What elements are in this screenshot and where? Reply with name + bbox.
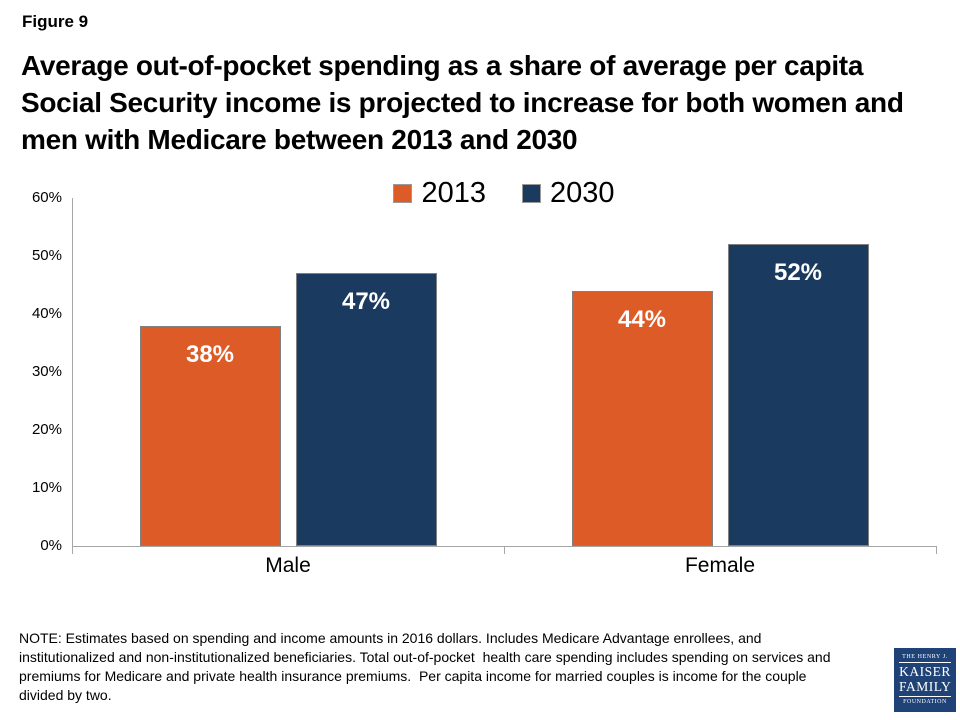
- bar-male-2013: 38%: [139, 325, 281, 546]
- y-axis-tick-label: 40%: [31, 305, 62, 322]
- y-axis-tick-label: 30%: [31, 363, 62, 380]
- chart-title: Average out-of-pocket spending as a shar…: [21, 50, 904, 155]
- bar-male-2030: 47%: [295, 273, 437, 546]
- footnotes: NOTE: Estimates based on spending and in…: [19, 591, 899, 720]
- legend-item-2013: 2013: [393, 179, 486, 208]
- bar-female-2013: 44%: [571, 290, 713, 546]
- logo-line-1: THE HENRY J.: [899, 654, 951, 663]
- legend-swatch-2013: [393, 184, 413, 203]
- bar-value-label: 44%: [617, 305, 667, 333]
- bar-value-label: 52%: [773, 259, 823, 287]
- y-axis-tick-label: 60%: [31, 189, 62, 206]
- x-axis-tick: [936, 547, 937, 554]
- legend-label-2013: 2013: [421, 177, 486, 209]
- legend-item-2030: 2030: [522, 179, 615, 208]
- bar-value-label: 38%: [185, 340, 235, 368]
- category-label-male: Male: [265, 554, 311, 577]
- y-axis-tick-label: 10%: [31, 479, 62, 496]
- logo-line-3: FAMILY: [899, 679, 951, 697]
- y-axis-line: [72, 198, 73, 546]
- bar-value-label: 47%: [341, 288, 391, 316]
- y-axis-tick-label: 50%: [31, 247, 62, 264]
- chart-legend: 2013 2030: [0, 179, 960, 208]
- logo-line-2: KAISER: [899, 664, 951, 679]
- x-axis-tick: [504, 547, 505, 554]
- category-label-female: Female: [684, 554, 756, 577]
- x-axis-line: [72, 546, 937, 547]
- bar-female-2030: 52%: [727, 244, 869, 546]
- legend-swatch-2030: [522, 184, 541, 203]
- logo-line-4: FOUNDATION: [903, 699, 947, 705]
- legend-label-2030: 2030: [550, 177, 615, 209]
- kaiser-family-foundation-logo: THE HENRY J. KAISER FAMILY FOUNDATION: [894, 648, 956, 712]
- note-text: NOTE: Estimates based on spending and in…: [19, 630, 831, 703]
- y-axis-tick-label: 0%: [40, 537, 62, 554]
- y-axis-tick-label: 20%: [31, 421, 62, 438]
- x-axis-tick: [72, 547, 73, 554]
- figure-label: Figure 9: [22, 12, 89, 31]
